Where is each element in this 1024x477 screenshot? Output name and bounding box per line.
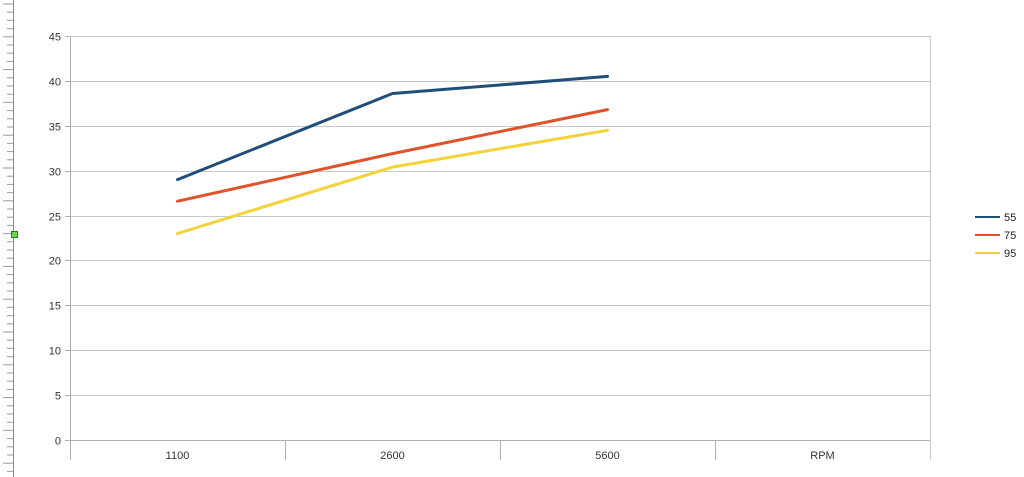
- y-tick-label: 5: [55, 391, 61, 403]
- row-ruler: [3, 0, 14, 477]
- series-line-95: [176, 128, 609, 235]
- x-axis-ticks: 1100 2600 5600 RPM: [166, 440, 835, 462]
- y-tick-label: 45: [49, 32, 61, 44]
- x-tick-label: 5600: [595, 450, 619, 462]
- selection-handle[interactable]: [11, 231, 18, 238]
- y-axis-ticks: 0 5 10 15 20 25 30 35 40 45: [49, 32, 70, 448]
- y-tick-label: 20: [49, 256, 61, 268]
- y-tick-label: 35: [49, 122, 61, 134]
- series-line-75: [176, 108, 609, 203]
- y-tick-label: 0: [55, 436, 61, 448]
- series-line-55: [176, 74, 609, 182]
- y-tick-label: 10: [49, 346, 61, 358]
- x-tick-label: RPM: [810, 450, 834, 462]
- y-tick-label: 25: [49, 212, 61, 224]
- x-tick-label: 2600: [380, 450, 404, 462]
- legend: 55 75 95: [975, 212, 1016, 260]
- grid-lines: [70, 36, 930, 396]
- y-tick-label: 15: [49, 301, 61, 313]
- legend-label-55: 55: [1004, 212, 1016, 224]
- legend-label-95: 95: [1004, 248, 1016, 260]
- legend-label-75: 75: [1004, 230, 1016, 242]
- y-tick-label: 30: [49, 167, 61, 179]
- axes: [70, 36, 931, 460]
- y-tick-label: 40: [49, 77, 61, 89]
- x-tick-label: 1100: [166, 450, 190, 462]
- series-lines: [176, 74, 609, 235]
